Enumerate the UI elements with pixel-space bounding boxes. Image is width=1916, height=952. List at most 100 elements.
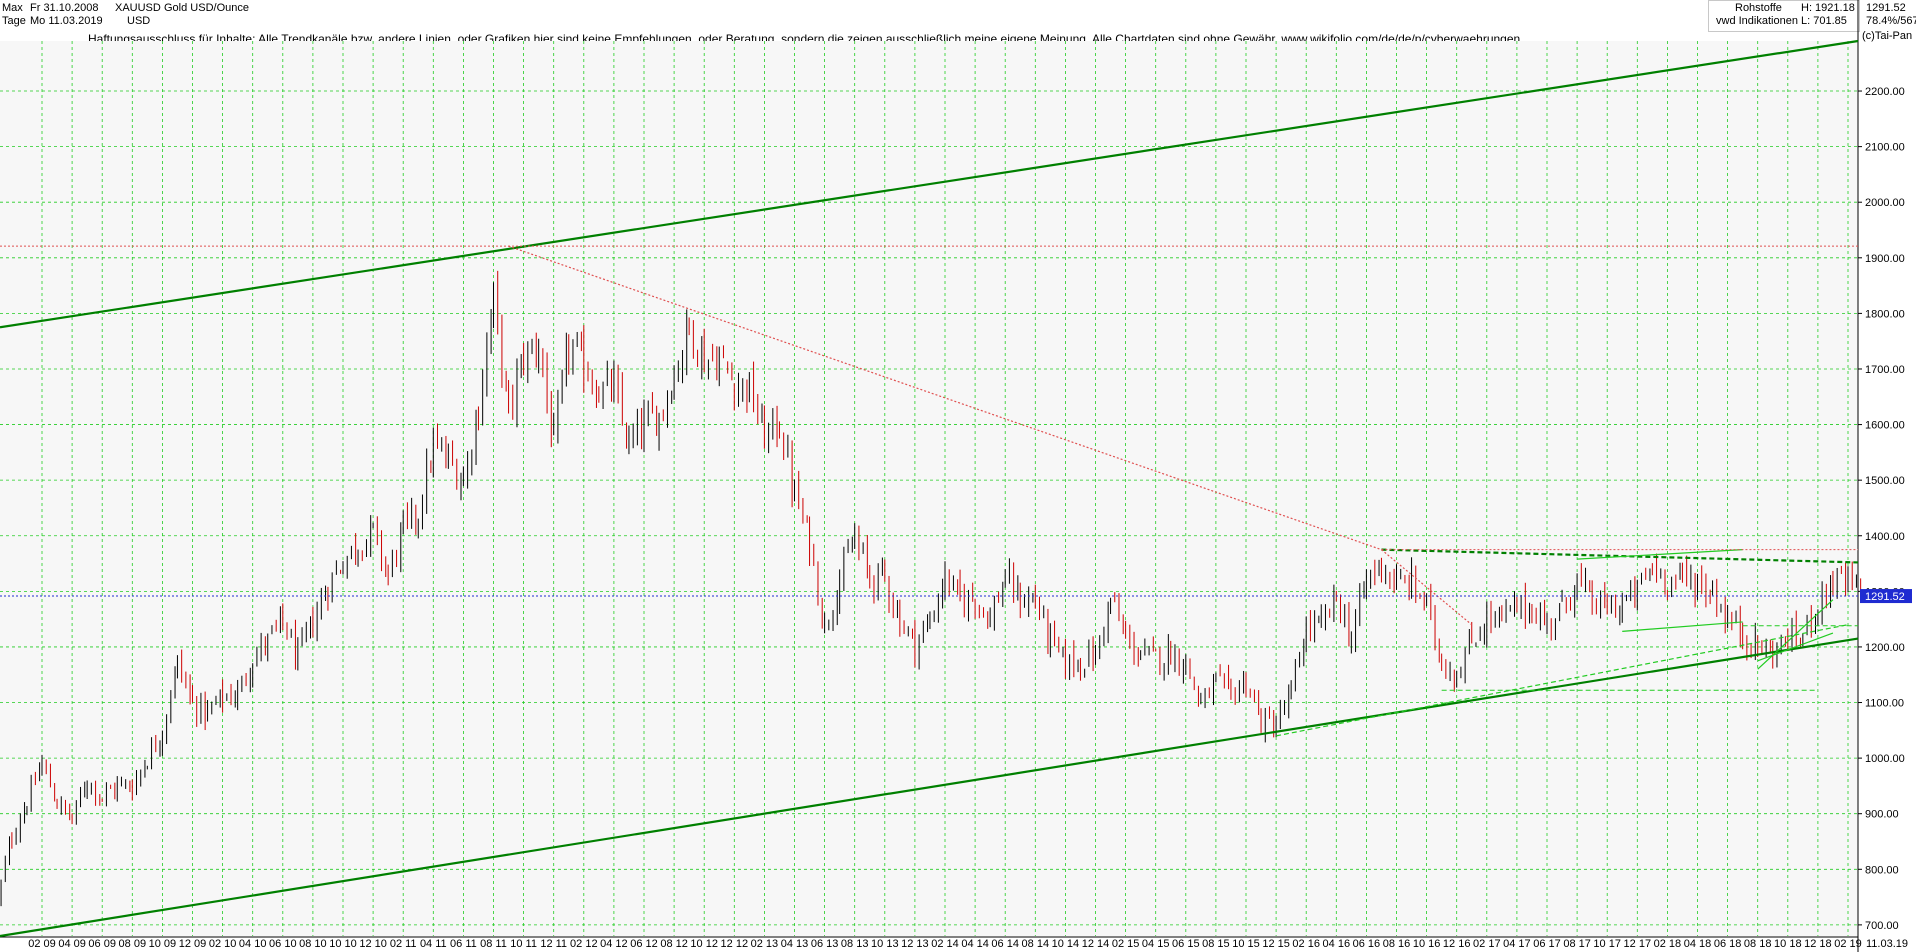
currency: USD	[127, 15, 151, 27]
x-tick-label: 08 10	[299, 938, 327, 950]
x-tick-label: 08 18	[1744, 938, 1772, 950]
x-tick-label: 12 17	[1624, 938, 1652, 950]
x-tick-label: 04 14	[961, 938, 989, 950]
trend-line	[1757, 632, 1834, 662]
info-box	[1708, 0, 1860, 32]
x-tick-label: 08 17	[1563, 938, 1591, 950]
x-tick-label: 06 17	[1533, 938, 1561, 950]
x-tick-label: 12 14	[1082, 938, 1110, 950]
x-tick-label: 10 14	[1052, 938, 1080, 950]
y-tick-label: 800.00	[1865, 864, 1899, 876]
y-tick-label: 1000.00	[1865, 753, 1905, 765]
trend-line	[0, 637, 1859, 938]
y-tick-label: 1700.00	[1865, 364, 1905, 376]
trend-line	[1622, 621, 1743, 632]
x-tick-label: 10 11	[510, 938, 537, 950]
last-price: 1291.52	[1866, 2, 1906, 14]
y-tick-label: 1400.00	[1865, 531, 1905, 543]
x-tick-label: 06 11	[450, 938, 477, 950]
source: vwd Indikationen	[1716, 15, 1798, 27]
current-price-tag: 1291.52	[1860, 589, 1912, 604]
x-tick-label: 06 12	[630, 938, 658, 950]
x-tick-label: 08 09	[119, 938, 147, 950]
trend-line	[1577, 549, 1743, 560]
x-tick-label: 02 10	[209, 938, 237, 950]
y-tick-label: 1800.00	[1865, 308, 1905, 320]
x-tick-label: 06 14	[991, 938, 1019, 950]
y-tick-label: 1600.00	[1865, 420, 1905, 432]
x-tick-label: 04 13	[781, 938, 809, 950]
x-tick-label: 06 10	[269, 938, 297, 950]
x-tick-label: 10 09	[149, 938, 177, 950]
x-tick-label: 06 15	[1172, 938, 1200, 950]
y-tick-label: 700.00	[1865, 920, 1899, 932]
trend-line	[1381, 549, 1473, 626]
copyright: (c)Tai-Pan	[1862, 30, 1913, 42]
trend-line	[1275, 624, 1849, 737]
x-tick-label: 04 17	[1503, 938, 1531, 950]
x-tick-label: 02 13	[751, 938, 779, 950]
instrument-name: Gold USD/Ounce	[164, 2, 249, 14]
x-tick-label: 10 17	[1593, 938, 1621, 950]
y-tick-label: 1200.00	[1865, 642, 1905, 654]
x-tick-label: 10 12	[690, 938, 718, 950]
low-value: L: 701.85	[1801, 15, 1847, 27]
x-tick-label: 02 19	[1834, 938, 1862, 950]
x-tick-label: 04 18	[1684, 938, 1712, 950]
x-tick-label: 10 13	[871, 938, 899, 950]
y-tick-label: 1100.00	[1865, 698, 1904, 710]
range-label[interactable]: Max	[2, 2, 23, 14]
x-tick-label: 10 16	[1413, 938, 1441, 950]
x-tick-label: 12 09	[179, 938, 207, 950]
x-tick-label: 02 11	[390, 938, 417, 950]
x-tick-label: 12 16	[1443, 938, 1471, 950]
x-tick-label: 08 12	[660, 938, 688, 950]
y-tick-label: 2200.00	[1865, 86, 1905, 98]
candles	[0, 270, 1862, 907]
x-tick-label: 12 13	[901, 938, 929, 950]
x-tick-label: 12 12	[721, 938, 749, 950]
x-tick-label: 06 18	[1714, 938, 1742, 950]
x-tick-label: 12 11	[540, 938, 567, 950]
trend-line	[0, 39, 1859, 329]
change: 78.4%/567.7	[1866, 15, 1916, 27]
date-from: Fr 31.10.2008	[30, 2, 99, 14]
x-tick-label: 02 15	[1112, 938, 1140, 950]
y-tick-label: 900.00	[1865, 809, 1899, 821]
x-tick-label: 02 09	[28, 938, 56, 950]
x-tick-label: 08 14	[1022, 938, 1050, 950]
x-tick-label: 02 16	[1292, 938, 1320, 950]
x-tick-label: 02 17	[1473, 938, 1501, 950]
x-tick-label: 06 13	[811, 938, 839, 950]
y-tick-label: 1500.00	[1865, 475, 1905, 487]
x-tick-label: 08 11	[480, 938, 507, 950]
x-tick-label: 04 10	[239, 938, 267, 950]
x-end-label: 11.03.19	[1866, 938, 1908, 950]
x-tick-label: 02 18	[1654, 938, 1682, 950]
x-tick-label: 02 14	[931, 938, 959, 950]
x-tick-label: 10 15	[1232, 938, 1260, 950]
x-tick-label: 02 12	[570, 938, 598, 950]
x-tick-label: 08 16	[1383, 938, 1411, 950]
trend-line	[1757, 599, 1834, 670]
x-tick-label: 04 15	[1142, 938, 1170, 950]
x-tick-label: 12 15	[1262, 938, 1290, 950]
symbol: XAUUSD	[115, 2, 161, 14]
interval-label[interactable]: Tage	[2, 15, 26, 27]
x-tick-label: 08 13	[841, 938, 869, 950]
x-tick-label: 04 12	[600, 938, 628, 950]
y-tick-label: 1900.00	[1865, 253, 1905, 265]
category: Rohstoffe	[1735, 2, 1782, 14]
x-tick-label: 12 18	[1804, 938, 1832, 950]
y-tick-label: 2000.00	[1865, 197, 1905, 209]
x-tick-label: 08 15	[1202, 938, 1230, 950]
date-to: Mo 11.03.2019	[30, 15, 103, 27]
x-tick-label: 10 10	[329, 938, 357, 950]
high-value: H: 1921.18	[1801, 2, 1855, 14]
x-tick-label: 06 16	[1353, 938, 1381, 950]
x-tick-label: 04 16	[1323, 938, 1351, 950]
plot-area	[0, 41, 1858, 936]
x-tick-label: 04 09	[58, 938, 86, 950]
